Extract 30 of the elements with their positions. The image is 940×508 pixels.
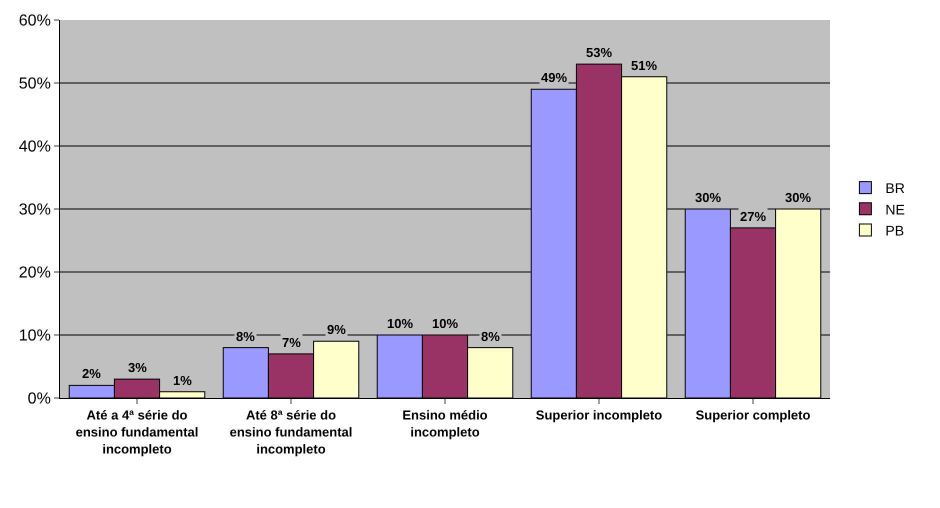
legend-label: BR	[885, 180, 905, 196]
y-tick-label: 10%	[18, 328, 51, 345]
data-label: 2%	[82, 366, 102, 381]
data-label: 3%	[128, 360, 148, 375]
data-label: 7%	[282, 335, 302, 350]
data-label: 10%	[432, 316, 458, 331]
data-label: 49%	[541, 70, 568, 85]
y-tick-label: 60%	[18, 12, 51, 30]
data-label: 8%	[481, 329, 500, 344]
x-tick-label: Até a 4ª série do ensino fundamental incompleto	[76, 408, 198, 456]
data-label: 51%	[631, 58, 658, 73]
x-tick-label: Até 8ª série do ensino fundamental incompleto	[230, 408, 352, 456]
data-label: 9%	[327, 322, 346, 337]
x-tick-label: Superior completo	[696, 408, 810, 423]
y-tick-label: 20%	[18, 264, 51, 282]
x-tick-label: Ensino médio incompleto	[402, 408, 488, 440]
legend-label: PB	[885, 222, 904, 238]
data-label: 53%	[586, 45, 612, 60]
data-label: 30%	[695, 190, 722, 205]
data-label: 8%	[236, 329, 256, 344]
x-tick-label: Superior incompleto	[536, 408, 662, 423]
legend-label: NE	[885, 201, 905, 218]
data-label: 27%	[740, 209, 766, 224]
y-tick-label: 0%	[28, 390, 51, 408]
y-tick-label: 40%	[18, 138, 51, 156]
data-label: 1%	[173, 373, 192, 388]
y-tick-label: 30%	[18, 202, 51, 219]
data-label: 30%	[785, 190, 812, 205]
data-label: 10%	[387, 316, 414, 331]
y-tick-label: 50%	[18, 76, 51, 93]
